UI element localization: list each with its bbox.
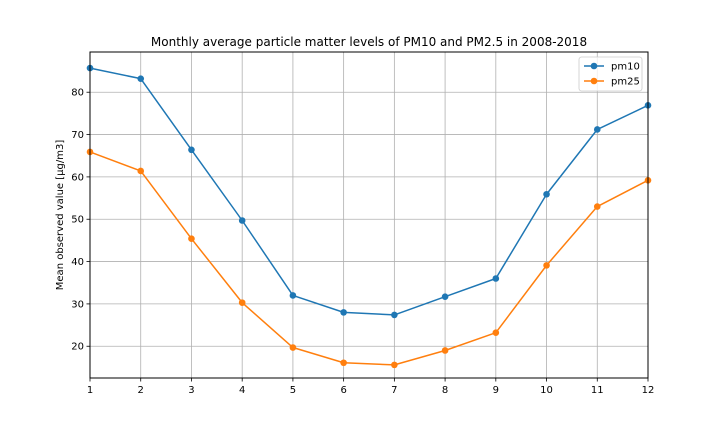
x-tick-label: 3 (188, 385, 194, 396)
x-tick-label: 8 (442, 385, 448, 396)
x-tick-label: 11 (591, 385, 604, 396)
x-tick-label: 4 (239, 385, 245, 396)
data-point-pm25 (593, 203, 601, 210)
series-line-pm25 (89, 151, 649, 366)
legend-item-pm10: pm10 (584, 62, 640, 73)
data-point-pm10 (188, 146, 195, 154)
grid (89, 52, 649, 378)
data-point-pm10 (441, 293, 449, 301)
data-point-pm25 (391, 361, 398, 369)
legend-item-pm25: pm25 (584, 77, 640, 88)
legend-marker (590, 62, 598, 70)
legend-label: pm10 (611, 62, 640, 73)
series-pm10 (86, 64, 652, 319)
x-axis: 1 2 3 4 5 6 7 8 9 10 11 12 (87, 378, 655, 396)
y-tick-label: 20 (71, 342, 84, 353)
series-layer (86, 64, 652, 369)
chart-title: Monthly average particle matter levels o… (151, 35, 587, 49)
data-point-pm25 (188, 235, 195, 243)
series-line-pm10 (89, 67, 649, 316)
x-tick-label: 10 (540, 385, 553, 396)
data-point-pm25 (340, 359, 347, 367)
x-tick-label: 7 (391, 385, 397, 396)
legend: pm10 pm25 (578, 56, 643, 92)
y-tick-label: 60 (71, 172, 84, 183)
data-point-pm25 (441, 347, 449, 354)
y-tick-label: 80 (71, 88, 84, 99)
data-point-pm10 (391, 311, 398, 319)
y-tick-label: 70 (71, 130, 84, 141)
series-pm25 (86, 148, 652, 369)
x-tick-label: 9 (493, 385, 499, 396)
y-tick-label: 40 (71, 257, 84, 268)
data-point-pm10 (137, 75, 145, 82)
data-point-pm25 (492, 329, 500, 336)
plot-frame (89, 51, 649, 379)
data-point-pm10 (340, 309, 347, 316)
x-tick-label: 5 (290, 385, 296, 396)
data-point-pm25 (543, 262, 550, 269)
y-tick-label: 50 (71, 215, 84, 226)
data-point-pm10 (492, 275, 500, 282)
data-point-pm10 (543, 190, 550, 198)
y-tick-label: 30 (71, 299, 84, 310)
x-tick-label: 2 (138, 385, 144, 396)
y-axis-label: Mean observed value [µg/m3] (55, 140, 66, 291)
data-point-pm25 (289, 344, 297, 351)
legend-label: pm25 (611, 77, 640, 88)
data-point-pm10 (238, 217, 246, 224)
x-tick-label: 12 (642, 385, 655, 396)
data-point-pm10 (289, 292, 297, 299)
data-point-pm25 (137, 167, 145, 175)
x-tick-label: 6 (340, 385, 346, 396)
x-tick-label: 1 (87, 385, 93, 396)
data-point-pm10 (593, 126, 601, 133)
data-point-pm25 (238, 299, 246, 306)
y-axis: 20 30 40 50 60 70 80 (71, 88, 90, 353)
legend-marker (590, 77, 598, 85)
